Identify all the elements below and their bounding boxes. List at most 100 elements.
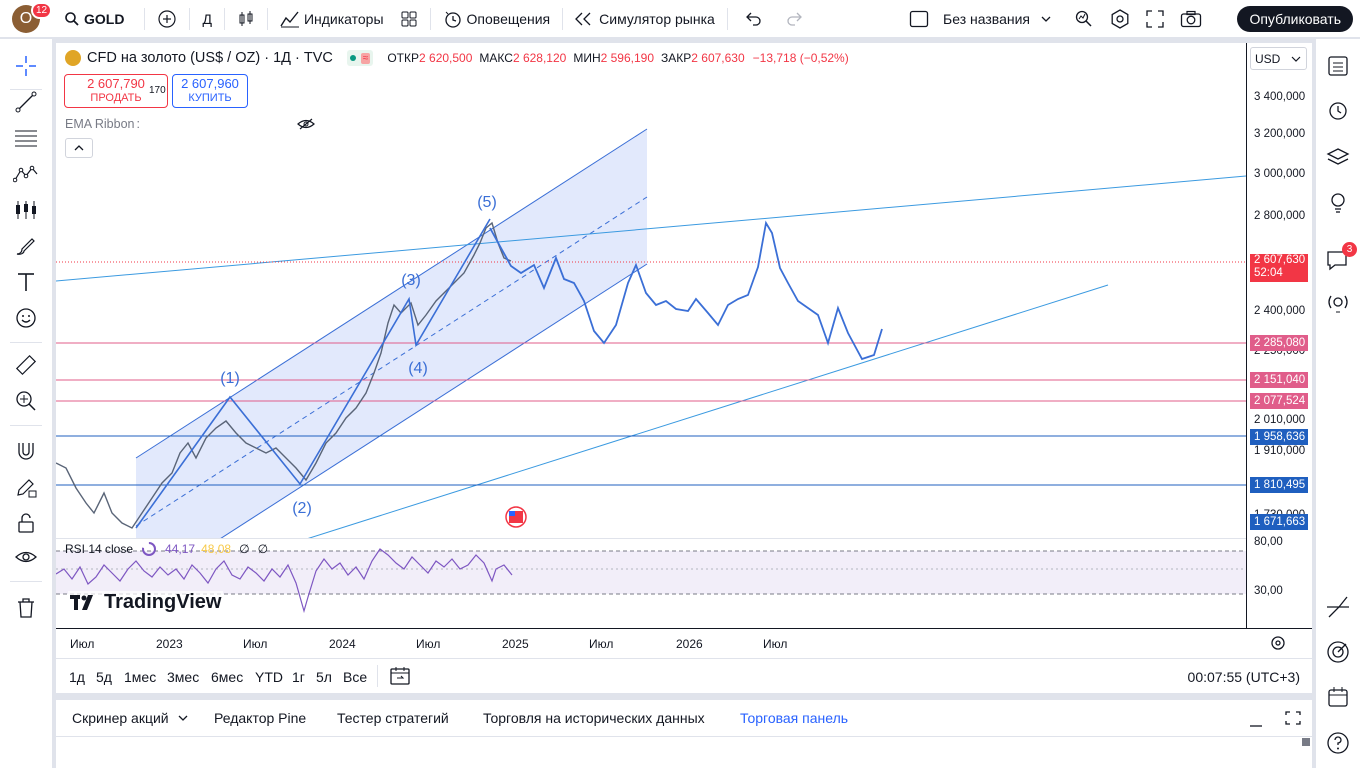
emoji-tool[interactable] — [11, 303, 41, 333]
stay-drawing-tool[interactable] — [11, 472, 41, 502]
chart-pane[interactable]: (1) (2) (3) (4) (5) RSI 14 close 44,17 4… — [56, 43, 1312, 693]
price-marker[interactable]: 1 810,495 — [1250, 477, 1308, 493]
settings-button[interactable] — [1102, 0, 1138, 38]
wave-label[interactable]: (3) — [401, 272, 421, 289]
price-marker[interactable]: 1 958,636 — [1250, 429, 1308, 445]
chart-type-button[interactable] — [229, 0, 263, 38]
goto-date-icon[interactable] — [389, 666, 411, 686]
alerts-panel-button[interactable] — [1323, 95, 1353, 125]
tab-replay-trading[interactable]: Торговля на исторических данных — [483, 710, 705, 726]
range-1m[interactable]: 1мес — [124, 669, 157, 685]
lock-tool[interactable] — [11, 508, 41, 538]
publish-button[interactable]: Опубликовать — [1237, 6, 1353, 32]
quick-search-button[interactable] — [1066, 0, 1102, 38]
chart-canvas[interactable]: (1) (2) (3) (4) (5) — [56, 43, 1246, 633]
wave-label[interactable]: (5) — [477, 194, 497, 211]
chart-settings-icon[interactable] — [1270, 635, 1286, 651]
price-marker-current[interactable]: 2 607,630 52:04 — [1250, 254, 1308, 282]
scroll-handle[interactable] — [1302, 738, 1310, 746]
forecast-tool[interactable] — [11, 195, 41, 225]
pattern-tool[interactable] — [11, 159, 41, 189]
magnet-tool[interactable] — [11, 436, 41, 466]
alerts-button[interactable]: Оповещения — [435, 0, 559, 38]
market-status-badge[interactable]: ≈ — [346, 50, 374, 66]
wave-label[interactable]: (4) — [408, 360, 428, 377]
price-marker[interactable]: 2 151,040 — [1250, 372, 1308, 388]
watchlist-button[interactable] — [1323, 51, 1353, 81]
low-label: МИН — [573, 51, 601, 65]
range-6m[interactable]: 6мес — [211, 669, 244, 685]
projection-path[interactable] — [489, 220, 883, 361]
object-tree-button[interactable] — [1323, 143, 1353, 173]
text-tool[interactable] — [11, 267, 41, 297]
tab-pine-editor[interactable]: Редактор Pine — [214, 710, 307, 726]
visibility-tool[interactable] — [11, 542, 41, 572]
rsi-pane[interactable]: RSI 14 close 44,17 48,08 ∅ ∅ TradingView — [56, 538, 1246, 628]
rsi-line[interactable] — [56, 548, 513, 614]
range-all[interactable]: Все — [343, 669, 368, 685]
wave-label[interactable]: (2) — [292, 500, 312, 517]
parallel-channel[interactable] — [136, 129, 647, 593]
time-axis-border — [56, 628, 1312, 629]
ema-ribbon-legend[interactable]: EMA Ribbon : — [56, 113, 326, 135]
brush-tool[interactable] — [11, 231, 41, 261]
range-1d[interactable]: 1д — [69, 669, 85, 685]
sell-label: ПРОДАТЬ — [90, 92, 142, 104]
collapse-legend-button[interactable] — [65, 138, 93, 158]
templates-button[interactable] — [392, 0, 426, 38]
help-button[interactable] — [1323, 728, 1353, 758]
clock[interactable]: 00:07:55 (UTC+3) — [1187, 669, 1300, 685]
tradingview-logo[interactable]: TradingView — [68, 591, 224, 614]
elliott-wave[interactable] — [135, 218, 491, 529]
trendline-upper[interactable] — [56, 175, 1246, 282]
range-5y[interactable]: 5л — [316, 669, 332, 685]
open-value: 2 620,500 — [419, 51, 473, 65]
high-value: 2 628,120 — [512, 51, 567, 65]
compare-button[interactable] — [149, 0, 185, 38]
trading-button[interactable] — [1323, 591, 1353, 621]
channel-middle[interactable] — [135, 196, 648, 527]
undo-button[interactable] — [732, 0, 774, 38]
tab-strategy-tester[interactable]: Тестер стратегий — [337, 710, 449, 726]
channel-upper[interactable] — [135, 128, 648, 459]
tab-stock-screener[interactable]: Скринер акций — [72, 710, 189, 726]
fib-tool[interactable] — [11, 123, 41, 153]
symbol-search-button[interactable]: GOLD — [56, 0, 132, 38]
dom-button[interactable] — [1323, 637, 1353, 667]
range-3m[interactable]: 3мес — [167, 669, 200, 685]
sell-button[interactable]: 2 607,790 ПРОДАТЬ — [64, 74, 168, 108]
currency-select[interactable]: USD — [1250, 47, 1307, 70]
range-1y[interactable]: 1г — [292, 669, 305, 685]
redo-button[interactable] — [774, 0, 816, 38]
wave-label[interactable]: (1) — [220, 370, 240, 387]
crosshair-tool[interactable] — [11, 51, 41, 81]
gear-icon — [1111, 8, 1129, 29]
streams-button[interactable] — [1323, 289, 1353, 319]
tab-label: Скринер акций — [72, 710, 169, 726]
fullscreen-button[interactable] — [1138, 0, 1172, 38]
tab-trading-panel[interactable]: Торговая панель — [740, 710, 849, 726]
remove-drawings-tool[interactable] — [11, 593, 41, 623]
price-marker[interactable]: 2 285,080 — [1250, 335, 1308, 351]
minimize-icon[interactable] — [1248, 712, 1264, 728]
indicators-button[interactable]: Индикаторы — [272, 0, 392, 38]
snapshot-button[interactable] — [1172, 0, 1210, 38]
price-marker[interactable]: 1 671,663 — [1250, 514, 1308, 530]
price-marker[interactable]: 2 077,524 — [1250, 393, 1308, 409]
ideas-button[interactable] — [1323, 187, 1353, 217]
alarm-clock-icon — [444, 11, 461, 28]
symbol-legend[interactable]: CFD на золото (US$ / OZ) · 1Д · TVC ≈ ОТ… — [65, 50, 857, 66]
range-5d[interactable]: 5д — [96, 669, 112, 685]
zoom-tool[interactable] — [11, 386, 41, 416]
maximize-icon[interactable] — [1284, 710, 1302, 726]
calendar-button[interactable] — [1323, 682, 1353, 712]
trendline-tool[interactable] — [11, 87, 41, 117]
range-ytd[interactable]: YTD — [255, 669, 283, 685]
buy-button[interactable]: 2 607,960 КУПИТЬ — [172, 74, 248, 108]
replay-button[interactable]: Симулятор рынка — [567, 0, 723, 38]
layout-menu-button[interactable]: Без названия — [901, 0, 1066, 38]
rsi-legend[interactable]: RSI 14 close 44,17 48,08 ∅ ∅ — [65, 541, 268, 557]
eye-off-icon[interactable] — [297, 117, 315, 131]
interval-button[interactable]: Д — [202, 10, 212, 27]
measure-tool[interactable] — [11, 350, 41, 380]
